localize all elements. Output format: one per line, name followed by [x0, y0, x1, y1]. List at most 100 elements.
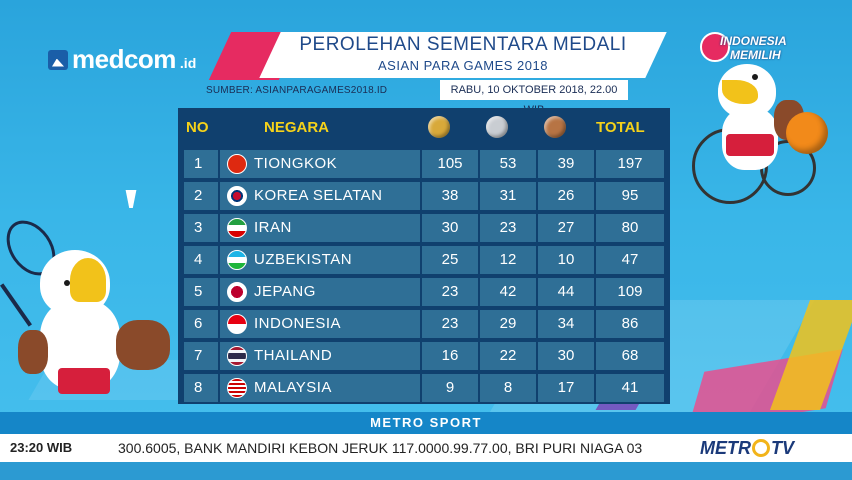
rank-cell: 1: [184, 150, 218, 178]
silver-medal-icon: [486, 116, 508, 138]
table-body: 1 TIONGKOK 105 53 39 197 2 KOREA SELATAN…: [184, 150, 664, 406]
country-name: UZBEKISTAN: [254, 251, 353, 268]
country-name: TIONGKOK: [254, 155, 338, 172]
total-cell: 95: [596, 182, 664, 210]
bronze-cell: 17: [538, 374, 594, 402]
gold-cell: 16: [422, 342, 478, 370]
country-cell: JEPANG: [220, 278, 420, 306]
table-row: 3 IRAN 30 23 27 80: [184, 214, 664, 242]
header-country: NEGARA: [264, 118, 330, 136]
country-cell: IRAN: [220, 214, 420, 242]
mascot-shorts: [58, 368, 110, 394]
table-header: NO NEGARA TOTAL: [178, 110, 670, 144]
medcom-logo: medcom .id: [48, 44, 196, 75]
iran-flag-icon: [227, 218, 247, 238]
logo-text: medcom: [72, 44, 176, 74]
rank-cell: 4: [184, 246, 218, 274]
basketball-icon: [786, 112, 828, 154]
table-row: 7 THAILAND 16 22 30 68: [184, 342, 664, 370]
total-cell: 41: [596, 374, 664, 402]
silver-cell: 42: [480, 278, 536, 306]
bronze-cell: 34: [538, 310, 594, 338]
country-name: MALAYSIA: [254, 379, 332, 396]
total-cell: 68: [596, 342, 664, 370]
country-name: INDONESIA: [254, 315, 342, 332]
racket-handle: [0, 283, 32, 327]
country-name: KOREA SELATAN: [254, 187, 383, 204]
country-cell: UZBEKISTAN: [220, 246, 420, 274]
total-cell: 80: [596, 214, 664, 242]
badge-line1: INDONESIA: [720, 34, 787, 48]
metrotv-eye-icon: [752, 439, 770, 457]
bronze-cell: 27: [538, 214, 594, 242]
country-name: IRAN: [254, 219, 292, 236]
rank-cell: 8: [184, 374, 218, 402]
channel-logo-text-post: TV: [771, 438, 795, 458]
datetime-label: RABU, 10 OKTOBER 2018, 22.00 WIB: [440, 80, 628, 116]
header-no: NO: [186, 118, 209, 136]
gold-cell: 25: [422, 246, 478, 274]
mascot-shorts: [726, 134, 774, 156]
gold-cell: 38: [422, 182, 478, 210]
rank-cell: 6: [184, 310, 218, 338]
table-row: 5 JEPANG 23 42 44 109: [184, 278, 664, 306]
indonesia-memilih-badge: INDONESIA MEMILIH: [700, 28, 796, 68]
program-bar: METRO SPORT: [0, 412, 852, 434]
title-text: PEROLEHAN SEMENTARA MEDALI ASIAN PARA GA…: [278, 34, 648, 73]
bronze-cell: 26: [538, 182, 594, 210]
rank-cell: 2: [184, 182, 218, 210]
gold-medal-icon: [428, 116, 450, 138]
uzbekistan-flag-icon: [227, 250, 247, 270]
gold-cell: 23: [422, 310, 478, 338]
silver-cell: 12: [480, 246, 536, 274]
table-row: 1 TIONGKOK 105 53 39 197: [184, 150, 664, 178]
indonesia-flag-icon: [227, 314, 247, 334]
page-subtitle: ASIAN PARA GAMES 2018: [378, 58, 548, 73]
rank-cell: 3: [184, 214, 218, 242]
ticker-bar: 23:20 WIB 300.6005, BANK MANDIRI KEBON J…: [0, 434, 852, 462]
bronze-cell: 44: [538, 278, 594, 306]
mascot-eye: [64, 280, 70, 286]
total-cell: 86: [596, 310, 664, 338]
bronze-cell: 10: [538, 246, 594, 274]
south-korea-flag-icon: [227, 186, 247, 206]
mascot-wing: [116, 320, 170, 370]
channel-logo-text-pre: METR: [700, 438, 751, 458]
silver-cell: 53: [480, 150, 536, 178]
silver-cell: 8: [480, 374, 536, 402]
background-shape: [769, 300, 852, 410]
silver-cell: 29: [480, 310, 536, 338]
gold-cell: 30: [422, 214, 478, 242]
bronze-medal-icon: [544, 116, 566, 138]
mascot-beak: [722, 80, 758, 104]
badge-line2: MEMILIH: [730, 48, 781, 62]
shuttlecock-icon: [125, 190, 137, 208]
bronze-cell: 39: [538, 150, 594, 178]
rank-cell: 7: [184, 342, 218, 370]
rank-cell: 5: [184, 278, 218, 306]
country-name: THAILAND: [254, 347, 333, 364]
total-cell: 47: [596, 246, 664, 274]
header-total: TOTAL: [596, 118, 645, 136]
malaysia-flag-icon: [227, 378, 247, 398]
gold-cell: 105: [422, 150, 478, 178]
silver-cell: 31: [480, 182, 536, 210]
total-cell: 197: [596, 150, 664, 178]
bottom-strip: [0, 462, 852, 480]
mascot-eye: [752, 74, 758, 80]
table-row: 4 UZBEKISTAN 25 12 10 47: [184, 246, 664, 274]
country-cell: TIONGKOK: [220, 150, 420, 178]
mascot-wing: [18, 330, 48, 374]
silver-cell: 22: [480, 342, 536, 370]
total-cell: 109: [596, 278, 664, 306]
country-cell: THAILAND: [220, 342, 420, 370]
table-row: 2 KOREA SELATAN 38 31 26 95: [184, 182, 664, 210]
japan-flag-icon: [227, 282, 247, 302]
source-label: SUMBER: ASIANPARAGAMES2018.ID: [206, 85, 388, 96]
logo-suffix: .id: [179, 54, 197, 71]
silver-cell: 23: [480, 214, 536, 242]
badge-icon: [700, 32, 730, 62]
bronze-cell: 30: [538, 342, 594, 370]
mascot-beak: [70, 258, 106, 302]
country-cell: MALAYSIA: [220, 374, 420, 402]
